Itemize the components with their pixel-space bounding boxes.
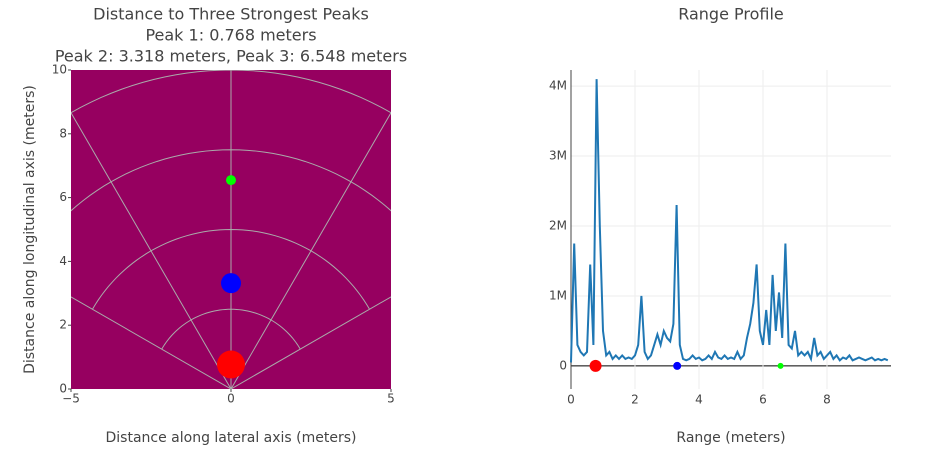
peak-marker (226, 175, 236, 186)
chart-title: Distance to Three Strongest Peaks (93, 5, 369, 24)
x-tick-label: 0 (227, 392, 235, 406)
chart-title: Range Profile (678, 5, 784, 24)
y-tick-label: 3M (549, 149, 567, 163)
x-tick-label: 2 (631, 393, 639, 407)
y-tick-label: 4 (59, 254, 67, 268)
x-tick-label: 8 (823, 393, 831, 407)
x-axis-label: Distance along lateral axis (meters) (106, 430, 357, 446)
polar-grid (71, 70, 391, 389)
y-tick-label: 10 (52, 63, 67, 77)
peak-marker (221, 273, 241, 294)
y-tick-label: 2 (59, 318, 67, 332)
y-tick-label: 6 (59, 190, 67, 204)
x-tick-label: 4 (695, 393, 703, 407)
y-axis-label: Distance along longitudinal axis (meters… (22, 85, 38, 374)
y-tick-label: 8 (59, 126, 67, 140)
chart-title: Peak 2: 3.318 meters, Peak 3: 6.548 mete… (55, 47, 407, 66)
polar-ray (230, 111, 391, 389)
x-tick-label: 5 (387, 392, 395, 406)
polar-ray (230, 296, 391, 389)
peak-marker (673, 361, 682, 370)
y-tick-label: 0 (59, 382, 67, 396)
chart-title: Peak 1: 0.768 meters (145, 26, 316, 45)
x-axis-label: Range (meters) (676, 430, 785, 446)
x-tick-label: 6 (759, 393, 767, 407)
profile-line (570, 79, 889, 363)
y-tick-label: 0 (559, 358, 567, 372)
peak-marker (217, 350, 245, 379)
y-tick-label: 2M (549, 219, 567, 233)
y-tick-label: 4M (549, 79, 567, 93)
polar-ray (71, 296, 232, 389)
y-tick-label: 1M (549, 288, 567, 302)
polar-ray (71, 111, 232, 389)
x-tick-label: 0 (567, 393, 575, 407)
x-tick-label: −5 (62, 392, 80, 406)
peak-marker (777, 362, 784, 369)
peak-marker (589, 359, 602, 372)
